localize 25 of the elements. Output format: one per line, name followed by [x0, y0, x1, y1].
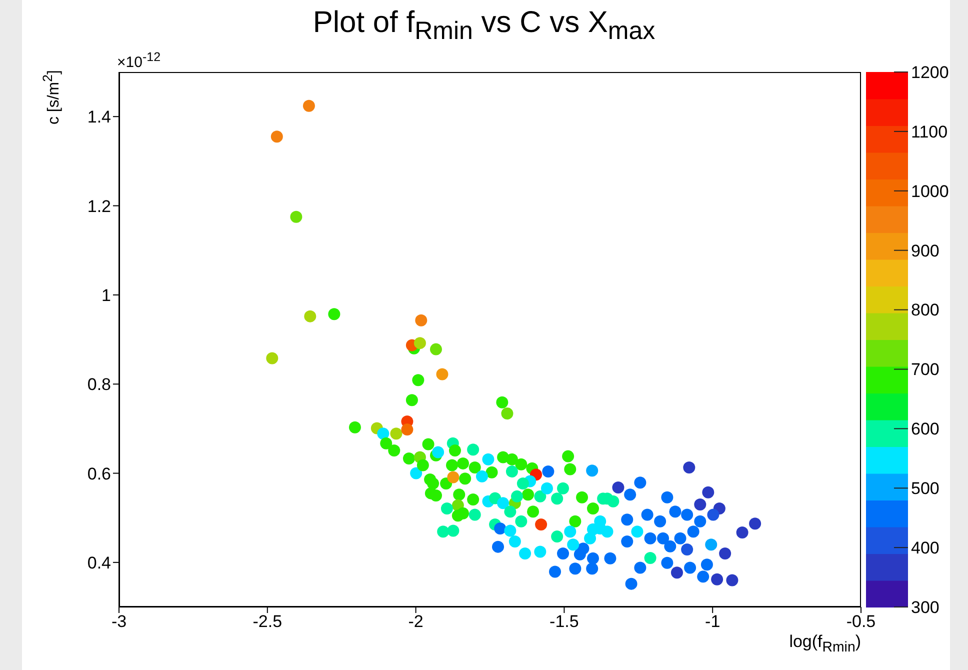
x-tick-label: -1 — [705, 612, 720, 632]
color-bar-label: 1000 — [911, 182, 949, 201]
color-bar-label: 1200 — [911, 62, 949, 82]
x-tick-label: -2 — [408, 612, 424, 632]
y-tick-label: 0.6 — [87, 464, 111, 484]
chart-title: Plot of f$_{Rmin}$ vs C vs X$_{max}$ — [312, 6, 656, 46]
color-bar-label: 400 — [911, 538, 940, 558]
y-tick-label: 1.4 — [87, 108, 111, 127]
color-bar-label: 700 — [911, 360, 940, 380]
x-tick-label: -0.5 — [846, 612, 876, 632]
x-tick-label: -1.5 — [550, 612, 579, 632]
y-tick-label: 0.4 — [87, 553, 111, 572]
y-tick-label: 1 — [102, 286, 111, 305]
color-bar-label: 900 — [911, 241, 940, 260]
y-tick-label: 1.2 — [87, 196, 111, 216]
x-axis-title: log(f$_{Rmin}$) — [789, 632, 861, 656]
color-bar-label: 1100 — [911, 122, 948, 142]
color-bar-label: 800 — [911, 300, 940, 320]
y-tick-label: 0.8 — [87, 375, 111, 394]
x-tick-label: -2.5 — [252, 612, 282, 632]
color-bar-label: 600 — [911, 420, 940, 439]
text: ×10$^{-12}$ — [117, 50, 161, 71]
x-tick-label: -3 — [111, 612, 127, 632]
color-bar-label: 500 — [911, 479, 940, 498]
color-bar-label: 300 — [911, 598, 940, 617]
